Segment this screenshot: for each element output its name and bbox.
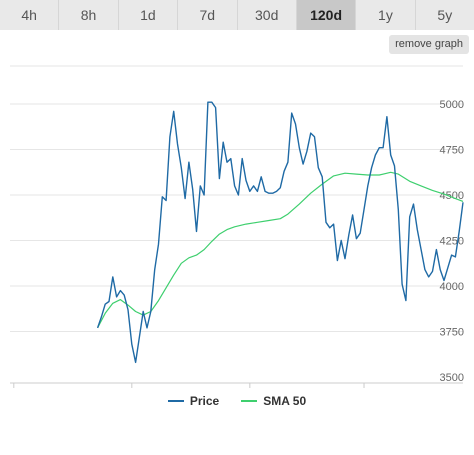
remove-graph-button[interactable]: remove graph bbox=[389, 35, 469, 54]
legend-label-price: Price bbox=[189, 394, 220, 408]
tab-7d[interactable]: 7d bbox=[178, 0, 238, 30]
price-series-line bbox=[96, 101, 464, 364]
tab-1y[interactable]: 1y bbox=[356, 0, 416, 30]
tab-4h[interactable]: 4h bbox=[0, 0, 60, 30]
legend-label-sma-50: SMA 50 bbox=[263, 394, 307, 408]
tab-8h[interactable]: 8h bbox=[59, 0, 119, 30]
price-line-swatch bbox=[167, 400, 184, 402]
price-chart: 3500375040004250450047505000Jul '25Aug '… bbox=[10, 65, 464, 388]
legend-item-price[interactable]: Price bbox=[167, 394, 220, 408]
tab-5y[interactable]: 5y bbox=[415, 0, 474, 30]
y-tick-label: 4750 bbox=[440, 145, 464, 157]
y-tick-label: 4250 bbox=[440, 236, 464, 248]
chart-legend: Price SMA 50 bbox=[0, 391, 474, 411]
timeframe-tabs: 4h 8h 1d 7d 30d 120d 1y 5y bbox=[0, 0, 474, 30]
y-tick-label: 4000 bbox=[440, 281, 464, 293]
y-tick-label: 3750 bbox=[440, 327, 464, 339]
tab-1d[interactable]: 1d bbox=[118, 0, 179, 30]
sma-line-swatch bbox=[241, 400, 258, 402]
y-tick-label: 3500 bbox=[440, 372, 464, 384]
y-tick-label: 5000 bbox=[440, 99, 464, 111]
legend-item-sma-50[interactable]: SMA 50 bbox=[241, 394, 306, 408]
tab-120d[interactable]: 120d bbox=[296, 0, 357, 30]
tab-30d[interactable]: 30d bbox=[237, 0, 297, 30]
